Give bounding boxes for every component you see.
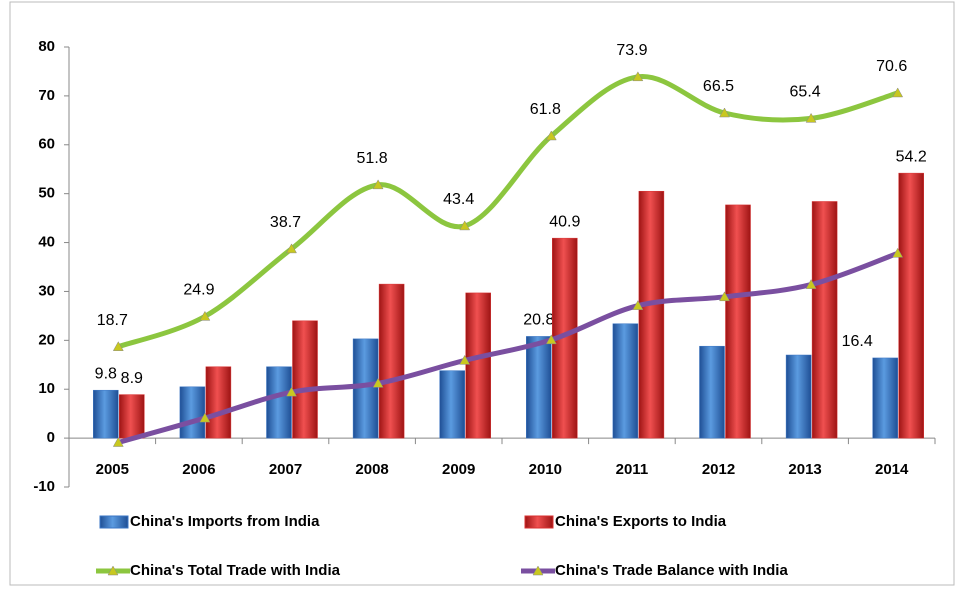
value-label: 51.8 [357,150,388,167]
x-tick-label: 2009 [442,461,475,478]
y-tick-label: 30 [38,282,55,299]
value-label: 9.8 [95,365,117,382]
x-tick-label: 2014 [875,461,909,478]
legend-swatch [99,515,129,529]
y-tick-label: 0 [47,429,55,446]
bar [378,283,405,439]
value-label: 40.9 [549,213,580,230]
marker [372,179,384,190]
marker [112,341,124,351]
marker [459,354,471,365]
value-label: 18.7 [97,312,128,329]
bar [612,323,639,439]
marker [719,291,730,302]
marker [632,300,644,310]
value-label: 16.4 [842,333,873,350]
y-tick-label: 40 [38,234,55,251]
y-tick-label: 80 [38,38,55,55]
marker [892,247,904,258]
marker [545,130,557,141]
marker [199,310,211,321]
bar [811,201,838,439]
y-tick-label: 50 [38,185,55,202]
x-tick-label: 2012 [702,461,735,478]
bar [699,345,725,439]
bar [266,366,292,439]
x-tick-label: 2011 [616,461,649,478]
bar [119,394,145,439]
marker [112,436,124,447]
legend-label: China's Imports from India [130,513,320,530]
x-tick-label: 2010 [529,461,562,478]
line [117,74,899,350]
bar [205,366,232,439]
x-tick-label: 2013 [788,461,821,478]
bar [526,336,552,439]
legend-marker [532,565,544,576]
marker [286,386,297,397]
x-tick-label: 2008 [355,461,388,478]
y-tick-label: 70 [38,87,55,104]
value-label: 43.4 [443,191,474,208]
x-tick-label: 2007 [269,461,302,478]
value-label: 65.4 [790,84,821,101]
value-label: 61.8 [530,101,561,118]
marker [199,412,211,423]
bar [93,389,119,439]
marker [632,71,644,82]
marker [545,334,557,345]
bar [465,292,491,439]
value-label: 20.8 [523,312,554,329]
bar [725,204,751,439]
y-tick-label: -10 [33,478,55,495]
value-label: 66.5 [703,78,734,95]
marker [719,107,730,118]
frame [9,1,955,586]
marker [286,243,297,254]
bar [872,357,898,439]
value-label: 54.2 [896,148,927,165]
value-label: 24.9 [183,282,214,299]
legend-marker [107,565,119,576]
legend-label: China's Trade Balance with India [555,562,788,579]
marker [805,279,817,289]
y-tick-label: 60 [38,136,55,153]
marker [459,220,471,231]
value-label: 73.9 [616,42,647,59]
bar [292,320,318,439]
value-label: 70.6 [876,58,907,75]
bar [439,370,465,439]
x-tick-label: 2005 [96,461,129,478]
y-tick-label: 10 [38,380,55,397]
value-label: 8.9 [121,370,143,387]
marker [372,377,384,388]
legend-label: China's Total Trade with India [130,562,341,579]
legend-label: China's Exports to India [555,513,727,530]
marker [892,87,904,98]
bar [638,190,665,439]
x-tick-label: 2006 [182,461,215,478]
value-label: 38.7 [270,214,301,231]
bar [785,354,812,439]
y-tick-label: 20 [38,331,55,348]
marker [805,112,817,123]
bar [898,172,924,439]
bar [179,386,206,439]
legend-swatch [524,515,554,529]
line [117,250,899,445]
